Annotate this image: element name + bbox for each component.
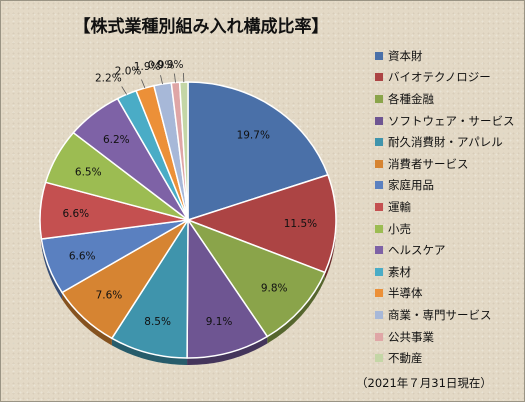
chart-legend: 資本財バイオテクノロジー 各種金融ソフトウェア・サービス 耐久消費財・アパレル 消費者… [375,45,515,369]
slice-value-label: 0.9% [157,59,184,71]
legend-swatch [375,289,383,298]
legend-item: バイオテクノロジー [375,67,515,89]
legend-label: 不動産 [388,351,423,366]
pie-slice [187,174,337,274]
slice-value-label: 0.9% [148,60,175,72]
legend-label: 家庭用品 [388,178,434,193]
legend-item: 小売 [375,218,515,240]
slice-value-label: 6.6% [69,251,96,263]
slice-value-label: 6.2% [103,134,130,146]
legend-label: 消費者サービス [388,156,469,171]
leader-line [160,75,163,85]
legend-swatch [375,224,383,233]
legend-label: 資本財 [388,48,423,63]
legend-swatch [375,116,383,125]
as-of-date-note: （2021年７月31日現在） [356,376,492,390]
legend-swatch [375,138,383,147]
legend-item: 素材 [375,261,515,283]
legend-item: 運輸 [375,196,515,218]
legend-item: 公共事業 [375,326,515,348]
slice-value-label: 19.7% [237,130,270,142]
pie-slice-side [267,272,325,344]
legend-swatch [375,159,383,168]
pie-slice-side [62,292,112,346]
legend-item: ヘルスケア [375,239,515,261]
legend-item: ソフトウェア・サービス [375,110,515,132]
slice-value-label: 2.2% [95,72,122,84]
legend-label: 半導体 [388,286,423,301]
legend-label: 耐久消費財・アパレル [388,135,503,150]
legend-swatch [375,246,383,255]
legend-swatch [375,332,383,341]
leader-line [121,86,128,95]
slice-value-label: 7.6% [96,290,123,302]
legend-item: 消費者サービス [375,153,515,175]
legend-item: 商業・専門サービス [375,304,515,326]
pie-slice [187,219,326,338]
slice-value-label: 8.5% [144,316,171,328]
slice-value-label: 11.5% [284,218,317,230]
legend-label: 公共事業 [388,329,434,344]
legend-label: バイオテクノロジー [388,70,491,85]
legend-swatch [375,51,383,60]
legend-swatch [375,181,383,190]
legend-swatch [375,267,383,276]
slice-value-label: 9.1% [206,316,233,328]
slice-value-label: 9.8% [261,282,288,294]
pie-slice-side [111,338,188,365]
legend-swatch [375,73,383,82]
legend-item: 家庭用品 [375,175,515,197]
legend-swatch [375,354,383,363]
legend-swatch [375,202,383,211]
leader-line [141,79,146,89]
legend-label: 運輸 [388,199,411,214]
chart-title: 【株式業種別組み入れ構成比率】 [73,17,329,37]
slice-value-label: 1.9% [134,61,161,73]
slice-value-label: 6.5% [75,167,102,179]
legend-label: 素材 [388,264,411,279]
legend-item: 半導体 [375,283,515,305]
legend-item: 不動産 [375,347,515,369]
legend-label: ソフトウェア・サービス [388,113,515,128]
legend-label: ヘルスケア [388,243,446,258]
pie-slice-side [187,336,268,366]
legend-item: 各種金融 [375,88,515,110]
legend-label: 商業・専門サービス [388,307,492,322]
slice-value-label: 6.6% [62,208,89,220]
legend-label: 小売 [388,221,411,236]
legend-swatch [375,94,383,103]
legend-label: 各種金融 [388,91,434,106]
legend-swatch [375,310,383,319]
legend-item: 資本財 [375,45,515,67]
legend-item: 耐久消費財・アパレル [375,131,515,153]
pie-slice-side [324,220,336,280]
slice-value-label: 2.0% [115,65,142,77]
pie-slice [186,219,269,359]
leader-line [174,73,176,83]
